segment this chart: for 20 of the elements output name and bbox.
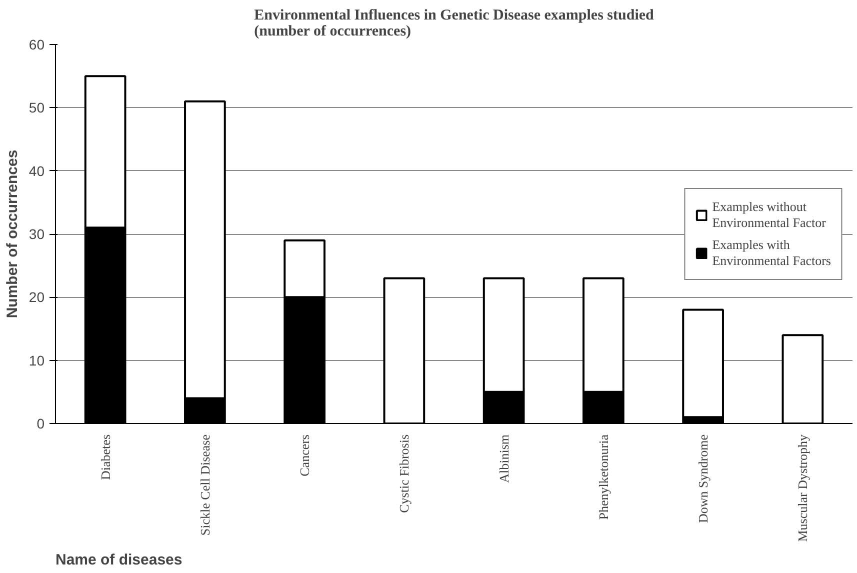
y-tick-label: 30 [28,226,45,242]
chart-title: Environmental Influences in Genetic Disease examples studied (number of occurrences) [254,8,655,40]
x-tick-label: Phenylketonuria [596,434,611,520]
x-tick-label: Cancers [297,434,312,476]
y-tick-label: 10 [28,352,45,368]
x-tick-label: Down Syndrome [696,434,711,523]
x-tick-label: Sickle Cell Disease [197,434,212,536]
y-tick-label: 0 [36,416,45,432]
x-axis-title: Name of diseases [56,552,182,568]
x-tick-label: Cystic Fibrosis [396,434,412,513]
y-tick-label: 40 [28,162,45,179]
legend-label: Examples with Environmental Factors [712,236,831,268]
y-tick-label: 50 [28,100,45,116]
x-tick-label: Muscular Dystrophy [795,434,810,542]
x-tick-label: Albinism [496,434,512,483]
y-tick-label: 20 [28,289,45,306]
y-tick-label: 60 [28,36,45,52]
legend-label: Examples without Environmental Factor [712,198,826,230]
y-axis-title: Number of occurrences [4,150,21,318]
x-tick-label: Diabetes [98,434,113,480]
